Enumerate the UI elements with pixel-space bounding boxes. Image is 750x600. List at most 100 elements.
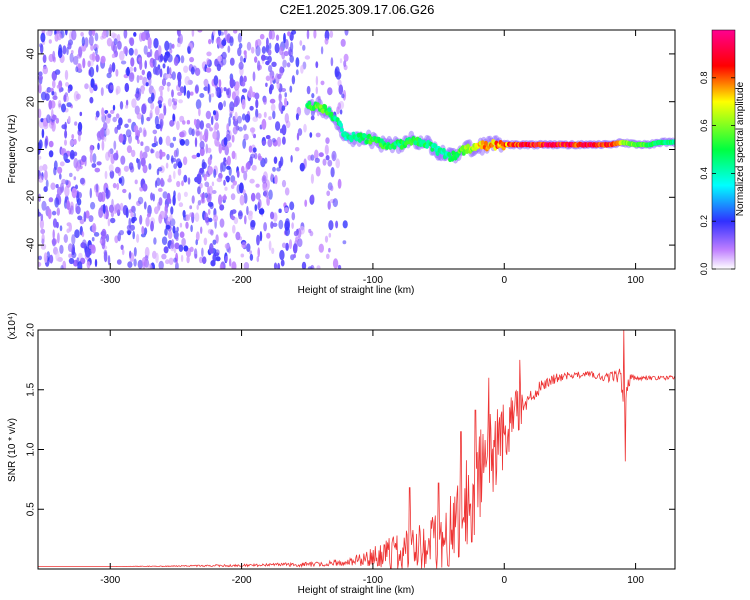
noise-speckle — [179, 86, 185, 94]
noise-speckle — [208, 38, 212, 45]
noise-speckle — [133, 124, 139, 133]
noise-speckle — [101, 107, 105, 117]
noise-speckle — [95, 110, 100, 118]
noise-speckle — [59, 244, 64, 254]
noise-speckle — [261, 54, 266, 61]
noise-speckle — [295, 57, 300, 68]
noise-speckle — [291, 30, 297, 35]
noise-speckle — [46, 114, 51, 124]
noise-speckle — [123, 30, 128, 39]
noise-speckle — [38, 108, 42, 119]
snr-panel: -300 -200 -100 0 100 0.5 1.0 1.5 2.0 Height of … — [7, 312, 676, 596]
noise-speckle — [111, 53, 116, 59]
noise-speckle — [299, 162, 305, 172]
noise-speckle — [329, 30, 334, 38]
noise-speckle — [67, 42, 72, 50]
noise-speckle — [107, 255, 111, 266]
noise-speckle — [134, 135, 139, 141]
noise-speckle — [40, 243, 47, 250]
noise-speckle — [162, 63, 166, 69]
noise-speckle — [57, 47, 63, 59]
noise-speckle — [243, 170, 248, 181]
noise-speckle — [56, 207, 60, 216]
noise-speckle — [213, 168, 217, 178]
noise-speckle — [267, 49, 272, 56]
noise-speckle — [113, 152, 119, 161]
noise-speckle — [186, 90, 191, 99]
noise-speckle — [122, 188, 127, 194]
noise-speckle — [246, 41, 252, 51]
noise-speckle — [57, 166, 63, 174]
noise-speckle — [338, 84, 344, 95]
noise-speckle — [242, 88, 248, 93]
noise-speckle — [284, 187, 290, 196]
noise-speckle — [138, 127, 143, 134]
noise-speckle — [232, 126, 238, 135]
noise-speckle — [66, 46, 69, 56]
noise-speckle — [218, 102, 223, 111]
noise-speckle — [138, 75, 143, 81]
noise-speckle — [167, 230, 173, 240]
noise-speckle — [191, 195, 195, 204]
noise-speckle — [50, 182, 56, 190]
noise-speckle — [255, 108, 259, 119]
noise-speckle — [38, 255, 42, 261]
noise-speckle — [207, 83, 210, 94]
noise-speckle — [328, 232, 332, 238]
noise-speckle — [207, 156, 212, 166]
noise-speckle — [134, 48, 138, 56]
noise-speckle — [44, 138, 48, 149]
noise-speckle — [194, 212, 200, 222]
noise-speckle — [71, 134, 75, 140]
noise-speckle — [165, 135, 171, 146]
noise-speckle — [137, 196, 144, 205]
noise-speckle — [166, 65, 170, 76]
noise-speckle — [95, 54, 100, 63]
noise-speckle — [136, 112, 142, 120]
ridge-point — [307, 100, 312, 106]
noise-speckle — [158, 260, 164, 269]
noise-speckle — [186, 255, 190, 264]
noise-speckle — [183, 245, 189, 252]
noise-speckle — [117, 40, 122, 50]
noise-speckle — [69, 139, 75, 147]
noise-speckle — [249, 250, 253, 255]
noise-speckle — [238, 42, 243, 49]
noise-speckle — [55, 117, 60, 124]
noise-speckle — [81, 36, 85, 47]
noise-speckle — [142, 183, 148, 192]
noise-speckle — [180, 254, 184, 263]
noise-speckle — [51, 210, 57, 216]
noise-speckle — [199, 93, 205, 98]
noise-speckle — [316, 265, 321, 269]
noise-speckle — [327, 87, 333, 96]
noise-speckle — [129, 37, 135, 47]
noise-speckle — [68, 257, 75, 265]
noise-speckle — [48, 39, 52, 44]
noise-speckle — [109, 170, 115, 179]
noise-speckle — [288, 49, 294, 57]
noise-speckle — [258, 208, 265, 215]
noise-speckle — [112, 33, 119, 41]
noise-speckle — [69, 205, 74, 215]
colorbar-tick-label: 0.0 — [699, 263, 709, 276]
noise-speckle — [85, 210, 90, 219]
noise-speckle — [231, 134, 235, 143]
noise-speckle — [148, 76, 152, 87]
noise-speckle — [179, 139, 186, 146]
ridge-point — [323, 104, 328, 110]
y-tick-label: -20 — [26, 190, 37, 205]
noise-speckle — [189, 56, 195, 63]
noise-speckle — [223, 179, 226, 186]
noise-speckle — [64, 30, 68, 36]
noise-speckle — [110, 217, 116, 224]
noise-speckle — [241, 165, 245, 174]
noise-speckle — [315, 86, 318, 95]
noise-speckle — [320, 80, 325, 86]
noise-speckle — [243, 75, 247, 83]
noise-speckle — [57, 99, 62, 109]
noise-speckle — [167, 53, 173, 63]
noise-speckle — [161, 236, 168, 245]
noise-speckle — [301, 261, 307, 269]
noise-speckle — [71, 30, 77, 41]
